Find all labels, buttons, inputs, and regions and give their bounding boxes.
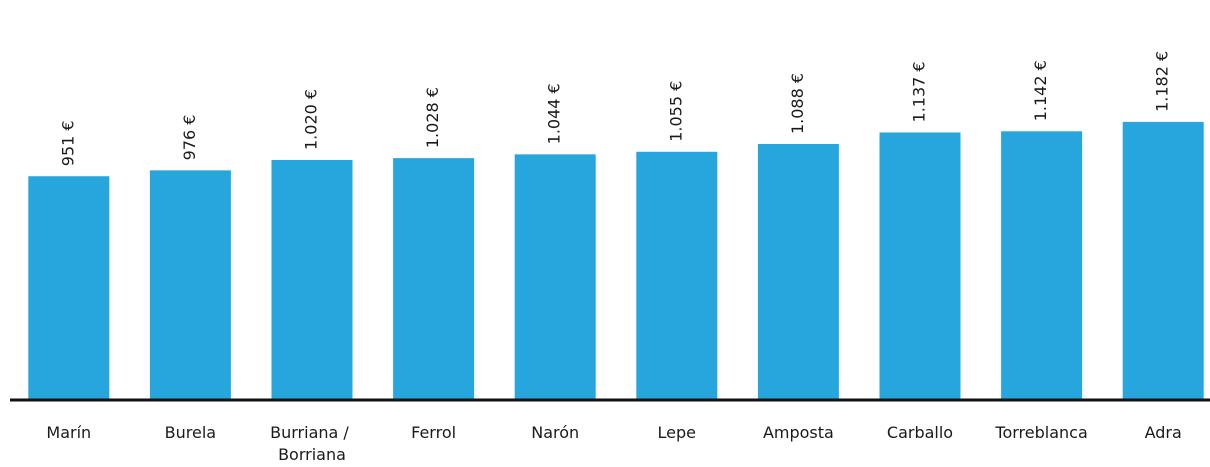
- bar: [393, 158, 475, 400]
- x-tick-label: Burela: [165, 423, 216, 442]
- x-tick-label: Burriana / Borriana: [270, 423, 354, 464]
- x-tick-label: Marín: [46, 423, 91, 442]
- value-label: 951 €: [58, 120, 77, 166]
- bar: [1001, 131, 1083, 400]
- value-label: 1.044 €: [545, 83, 564, 144]
- bar: [757, 144, 839, 400]
- value-label: 1.055 €: [666, 81, 685, 142]
- x-tick-label: Lepe: [658, 423, 696, 442]
- bar: [636, 151, 718, 400]
- x-tick-label: Carballo: [887, 423, 953, 442]
- bar: [28, 176, 110, 400]
- value-label: 1.028 €: [423, 87, 442, 148]
- bar: [1122, 121, 1204, 400]
- value-label: 1.137 €: [910, 61, 929, 122]
- bar: [514, 154, 596, 400]
- x-tick-label: Narón: [531, 423, 579, 442]
- value-label: 1.142 €: [1031, 60, 1050, 121]
- value-label: 1.182 €: [1153, 51, 1172, 112]
- value-label: 1.088 €: [788, 73, 807, 134]
- bar: [271, 160, 353, 400]
- x-tick-label: Torreblanca: [994, 423, 1087, 442]
- x-tick-label: Amposta: [763, 423, 834, 442]
- x-tick-label: Ferrol: [411, 423, 456, 442]
- bar: [879, 132, 961, 400]
- value-label: 1.020 €: [302, 89, 321, 150]
- value-label: 976 €: [180, 115, 199, 161]
- x-tick-label: Adra: [1145, 423, 1182, 442]
- bar: [149, 170, 231, 400]
